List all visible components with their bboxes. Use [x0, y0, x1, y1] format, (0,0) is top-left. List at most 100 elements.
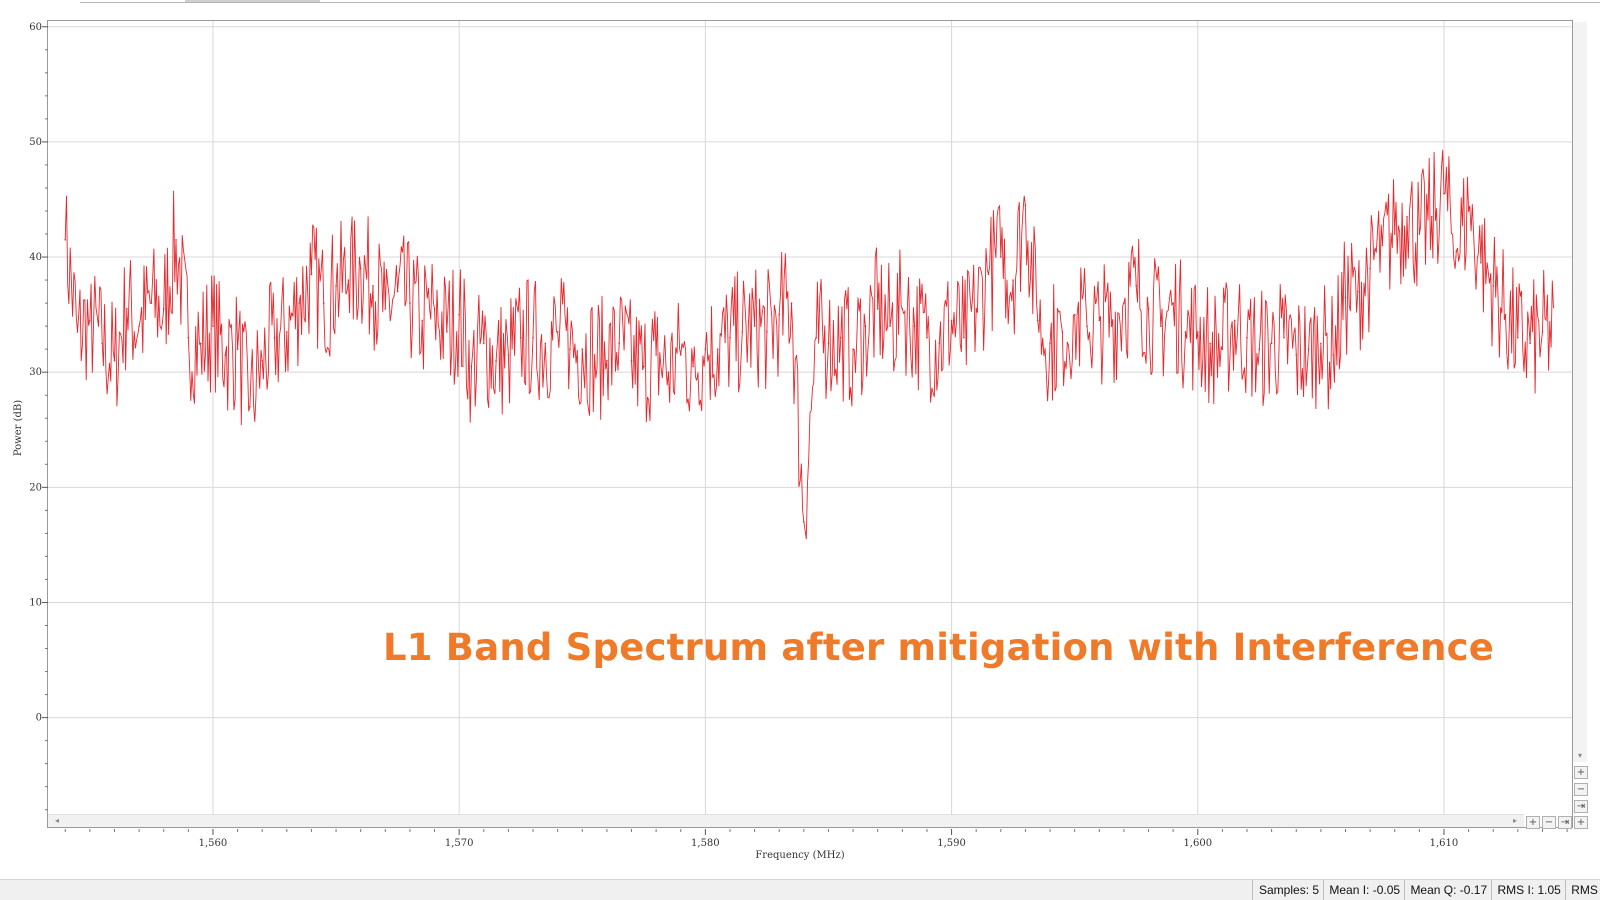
data-point [261, 359, 263, 362]
data-point [913, 325, 916, 327]
data-point [298, 302, 300, 304]
data-point [421, 319, 424, 322]
status-bar: Samples: 5 Mean I: -0.05 Mean Q: -0.17 R… [0, 879, 1600, 900]
data-point [1073, 313, 1076, 316]
x-fit-button[interactable]: ⇥ [1558, 816, 1572, 829]
data-point [322, 302, 325, 304]
data-point [1443, 192, 1445, 195]
horizontal-scrollbar[interactable]: ◂ ▸ [48, 814, 1524, 827]
data-point [458, 313, 460, 316]
data-point [384, 308, 387, 310]
data-point [495, 359, 497, 362]
data-point [1012, 279, 1014, 281]
data-point [876, 308, 879, 310]
data-point [212, 325, 214, 327]
data-point [1036, 319, 1039, 322]
data-point [630, 359, 633, 362]
data-point [64, 238, 67, 241]
y-zoom-out-button[interactable]: − [1574, 783, 1588, 796]
data-point [1086, 325, 1088, 327]
y-reset-button[interactable]: + [1574, 816, 1588, 829]
status-samples: Samples: 5 [1257, 880, 1325, 900]
data-point [372, 285, 374, 287]
data-point [852, 348, 854, 350]
data-point [544, 342, 547, 345]
data-point [1381, 244, 1384, 247]
data-point [556, 331, 559, 333]
data-point [938, 342, 941, 345]
data-point [1467, 210, 1470, 212]
data-point [335, 285, 337, 287]
data-point [1406, 215, 1408, 218]
data-point [766, 331, 768, 333]
data-point [532, 336, 534, 339]
data-point [113, 359, 116, 362]
data-point [199, 342, 202, 345]
data-point [1000, 256, 1002, 258]
data-point [1258, 348, 1261, 350]
data-point [827, 342, 830, 345]
data-point [593, 354, 596, 356]
data-point [125, 308, 128, 310]
data-point [926, 336, 928, 339]
data-point [1357, 290, 1359, 293]
data-point [359, 267, 362, 270]
data-point [618, 342, 620, 345]
x-tick-label: 1,560 [199, 838, 228, 849]
status-mean-i: Mean I: -0.05 [1327, 880, 1406, 900]
data-point [815, 336, 817, 339]
data-point [1455, 250, 1458, 253]
data-point [310, 273, 313, 276]
data-point [716, 348, 719, 350]
data-point [839, 336, 842, 339]
data-point [569, 348, 571, 350]
data-point [581, 348, 584, 350]
data-point [963, 336, 965, 339]
y-fit-button[interactable]: ⇥ [1574, 800, 1588, 813]
data-point [273, 336, 276, 339]
data-point [950, 319, 953, 322]
x-axis-ticks: 1,560 1,570 1,580 1,590 1,600 1,610 [64, 829, 1568, 849]
scroll-down-icon[interactable]: ▾ [1577, 751, 1582, 760]
y-zoom-in-button[interactable]: + [1574, 766, 1588, 779]
status-mean-q: Mean Q: -0.17 [1408, 880, 1493, 900]
data-point [1098, 319, 1101, 322]
status-rms-i: RMS I: 1.05 [1496, 880, 1566, 900]
status-stats: Samples: 5 Mean I: -0.05 Mean Q: -0.17 R… [1252, 880, 1600, 900]
data-point [864, 325, 867, 327]
data-point [1024, 204, 1027, 207]
data-point [1430, 215, 1433, 218]
vertical-scrollbar[interactable]: ▾ [1573, 22, 1587, 762]
scroll-right-icon[interactable]: ▸ [1512, 816, 1517, 825]
x-tick-label: 1,580 [691, 838, 720, 849]
data-point [987, 273, 990, 276]
y-tick-label: 0 [36, 713, 42, 724]
data-point [1172, 302, 1174, 304]
data-point [1492, 285, 1495, 287]
data-point [1233, 319, 1236, 322]
data-point [1184, 331, 1187, 333]
data-point [236, 348, 239, 350]
chart-title: L1 Band Spectrum after mitigation with I… [383, 626, 1495, 669]
data-point [1320, 342, 1322, 345]
data-point [692, 365, 694, 368]
x-zoom-out-button[interactable]: − [1542, 816, 1556, 829]
data-point [1270, 342, 1273, 345]
scroll-left-icon[interactable]: ◂ [54, 816, 59, 825]
data-point [790, 302, 793, 304]
data-point [150, 302, 153, 304]
data-point [175, 238, 177, 241]
data-point [643, 365, 645, 368]
y-tick-label: 40 [29, 252, 42, 263]
data-point [507, 354, 510, 356]
x-tick-label: 1,570 [445, 838, 474, 849]
x-axis-title: Frequency (MHz) [755, 850, 844, 861]
data-point [1283, 336, 1285, 339]
data-point [249, 405, 251, 408]
data-point [1332, 354, 1334, 356]
data-point [667, 371, 670, 373]
data-point [704, 348, 707, 350]
data-point [1221, 348, 1224, 350]
x-zoom-in-button[interactable]: + [1526, 816, 1540, 829]
